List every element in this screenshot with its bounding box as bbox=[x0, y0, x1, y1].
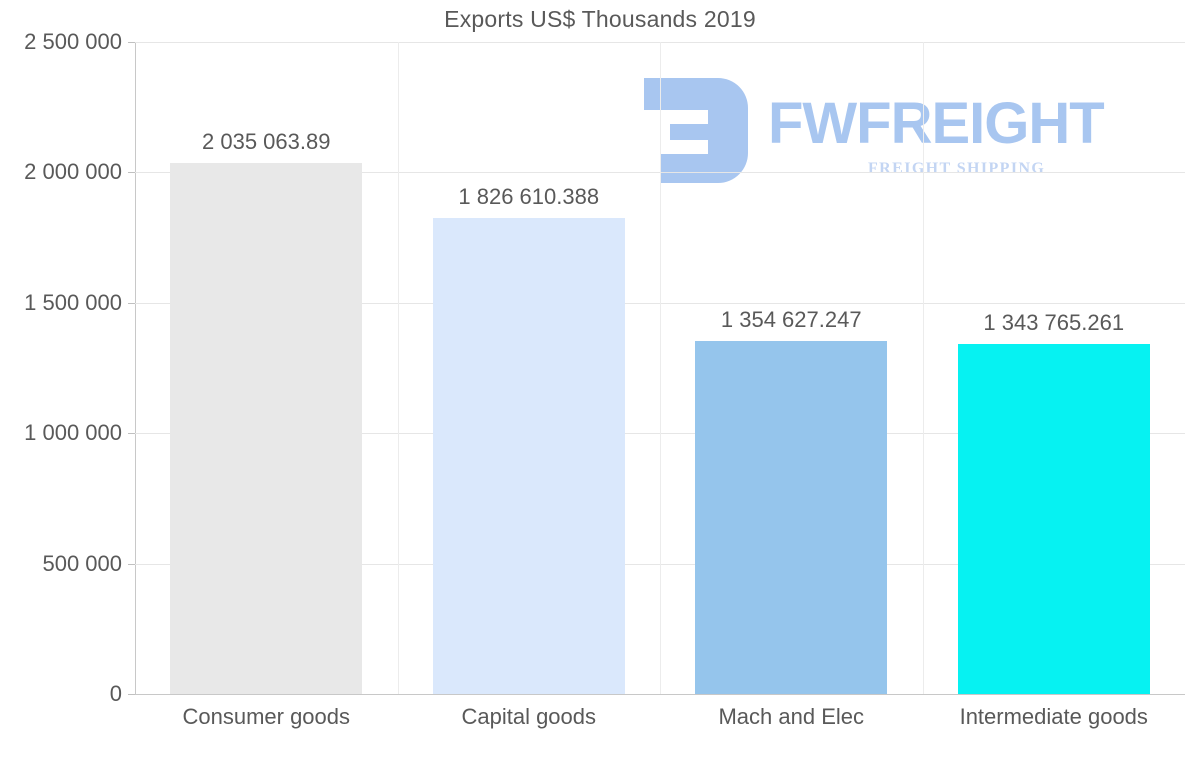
y-axis-line bbox=[135, 42, 136, 695]
x-axis-tick-label: Capital goods bbox=[461, 704, 597, 729]
bar-value-label: 1 826 610.388 bbox=[458, 183, 600, 209]
bar-value-label: 1 343 765.261 bbox=[983, 309, 1125, 335]
y-axis-tick-mark bbox=[128, 42, 135, 43]
y-axis-tick-mark bbox=[128, 172, 135, 174]
x-axis-tick-label: Consumer goods bbox=[182, 704, 351, 729]
bar[interactable] bbox=[957, 343, 1150, 694]
bar-value-label: 1 354 627.247 bbox=[720, 306, 862, 332]
chart-title: Exports US$ Thousands 2019 bbox=[444, 6, 756, 32]
bar[interactable] bbox=[432, 217, 625, 694]
y-axis-tick-mark bbox=[128, 302, 135, 304]
x-axis-line bbox=[135, 694, 1185, 695]
gridline-vertical bbox=[660, 42, 661, 694]
gridline-vertical bbox=[923, 42, 924, 694]
y-axis-tick-label: 500 000 bbox=[42, 550, 122, 576]
bar[interactable] bbox=[170, 163, 363, 694]
y-axis-tick-label: 0 bbox=[109, 681, 122, 706]
y-axis-tick-label: 1 000 000 bbox=[24, 420, 122, 446]
y-axis-tick-mark bbox=[128, 694, 135, 695]
y-axis-tick-label: 1 500 000 bbox=[24, 289, 122, 315]
x-axis-tick-label: Mach and Elec bbox=[718, 704, 865, 729]
y-axis-tick-mark bbox=[128, 433, 135, 435]
x-axis-tick-label: Intermediate goods bbox=[959, 704, 1148, 729]
bar-value-label: 2 035 063.89 bbox=[202, 129, 331, 155]
gridline-vertical bbox=[398, 42, 399, 694]
y-axis-tick-label: 2 000 000 bbox=[24, 159, 122, 185]
bar[interactable] bbox=[695, 340, 888, 694]
y-axis-tick-label: 2 500 000 bbox=[24, 29, 122, 54]
plot-area: 2 035 063.89 1 826 610.388 1 354 627.247 1 … bbox=[135, 42, 1185, 694]
y-axis-tick-mark bbox=[128, 563, 135, 565]
